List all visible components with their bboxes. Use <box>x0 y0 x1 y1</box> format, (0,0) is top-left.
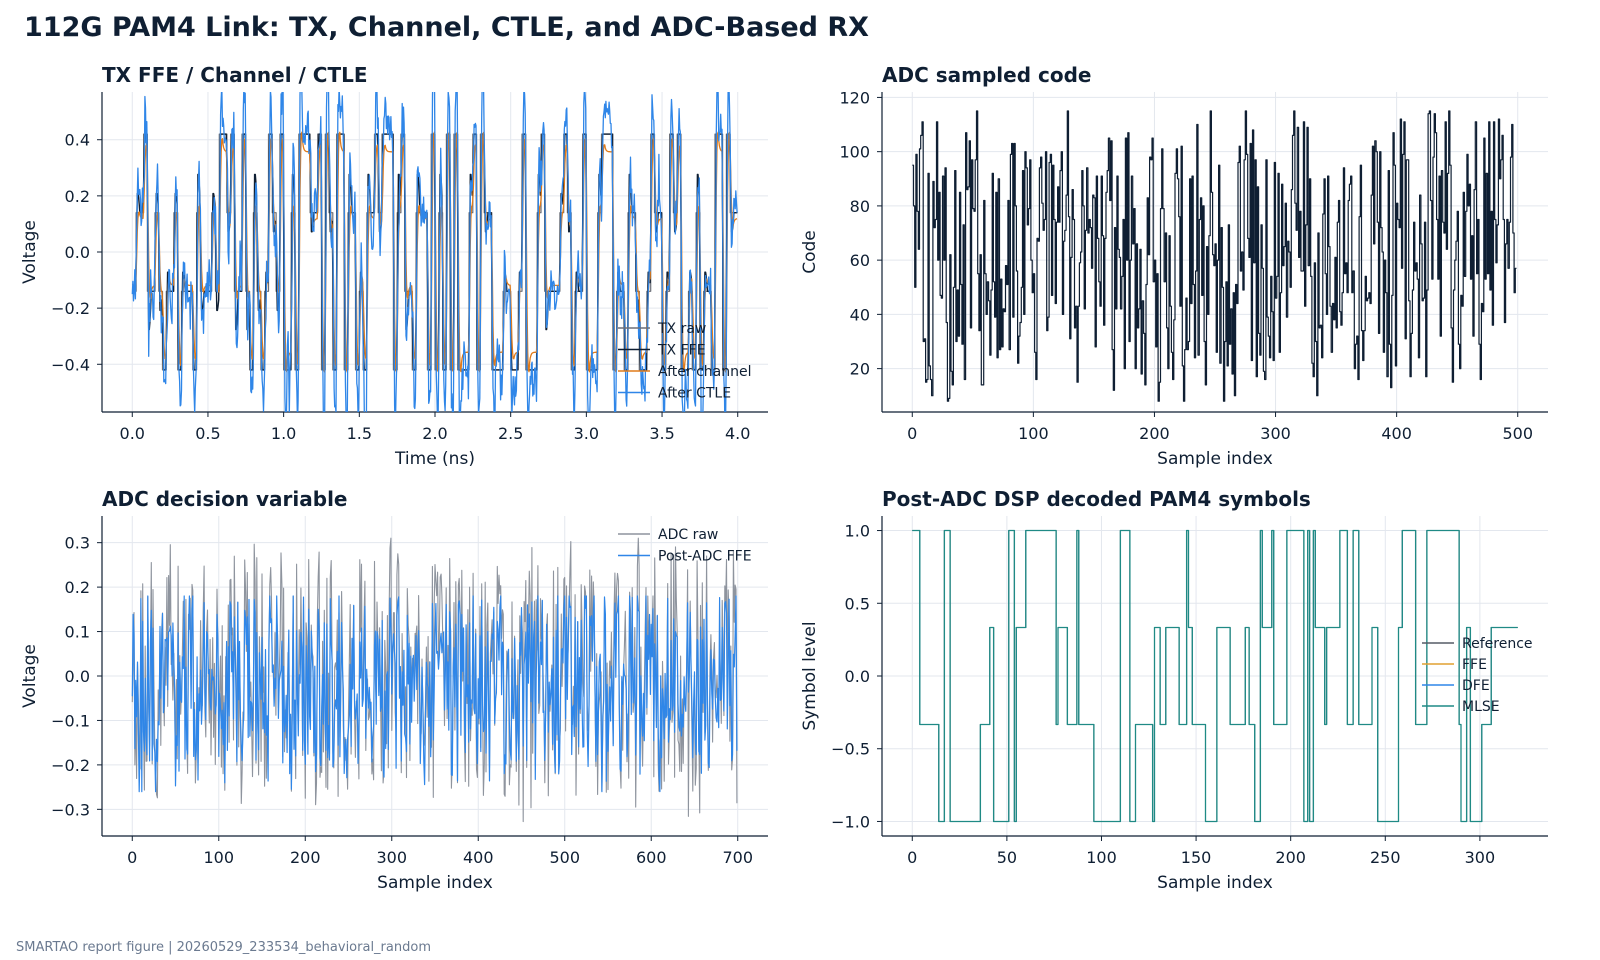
y-tick-label: −0.4 <box>51 355 90 374</box>
x-tick-label: 300 <box>1260 424 1291 443</box>
x-tick-label: 200 <box>1275 848 1306 867</box>
chart-title: ADC sampled code <box>882 63 1091 87</box>
legend-label: MLSE <box>1462 699 1500 715</box>
series-adc-code <box>912 110 1517 402</box>
x-tick-label: 700 <box>722 848 753 867</box>
plot-area <box>912 110 1517 402</box>
x-tick-label: 250 <box>1370 848 1401 867</box>
panel-4: 0 50 100 150 200 250 300 −1.0 −0.5 0.0 0.5 1.0 Post-… <box>800 487 1548 893</box>
legend-label: TX raw <box>657 321 706 337</box>
y-tick-label: 0.3 <box>65 534 90 553</box>
plot-area <box>912 529 1518 823</box>
panel-2: 0 100 200 300 400 500 20 40 60 80 100 120 ADC sample… <box>800 63 1548 469</box>
panel-1: 0.0 0.5 1.0 1.5 2.0 2.5 3.0 3.5 4.0 −0.4 −0.2 0.0 0.… <box>20 63 768 469</box>
y-tick-label: 80 <box>850 197 870 216</box>
x-tick-label: 0 <box>127 848 137 867</box>
x-tick-label: 1.5 <box>347 424 372 443</box>
x-tick-label: 2.0 <box>422 424 447 443</box>
x-tick-label: 0 <box>907 424 917 443</box>
x-tick-label: 400 <box>463 848 494 867</box>
x-tick-label: 3.5 <box>649 424 674 443</box>
legend-label: DFE <box>1462 678 1490 694</box>
plot-area <box>131 92 738 412</box>
plot-area <box>131 537 738 823</box>
y-tick-label: 0.0 <box>65 243 90 262</box>
x-tick-label: 300 <box>1465 848 1496 867</box>
y-tick-label: −1.0 <box>831 812 870 831</box>
x-tick-label: 600 <box>636 848 667 867</box>
y-tick-label: −0.2 <box>51 299 90 318</box>
chart-title: ADC decision variable <box>102 487 348 511</box>
figure-footer: SMARTAO report figure | 20260529_233534_… <box>16 940 431 955</box>
x-tick-label: 500 <box>549 848 580 867</box>
y-tick-label: 40 <box>850 305 870 324</box>
x-tick-label: 50 <box>997 848 1017 867</box>
figure-title: 112G PAM4 Link: TX, Channel, CTLE, and A… <box>24 12 870 43</box>
x-tick-label: 200 <box>1139 424 1170 443</box>
y-tick-label: 0.2 <box>65 578 90 597</box>
x-tick-label: 150 <box>1181 848 1212 867</box>
x-axis-label: Sample index <box>377 873 493 893</box>
y-tick-label: 0.0 <box>845 667 870 686</box>
legend-label: FFE <box>1462 657 1487 673</box>
legend-label: ADC raw <box>658 527 718 543</box>
series-post-adc-ffe <box>131 595 738 793</box>
y-tick-label: −0.5 <box>831 740 870 759</box>
y-tick-label: 60 <box>850 251 870 270</box>
series-mlse <box>912 529 1518 823</box>
y-tick-label: 0.0 <box>65 667 90 686</box>
y-axis-label: Symbol level <box>800 621 820 730</box>
y-tick-label: 100 <box>839 143 870 162</box>
x-tick-label: 2.5 <box>498 424 523 443</box>
x-axis-label: Sample index <box>1157 873 1273 893</box>
x-tick-label: 400 <box>1381 424 1412 443</box>
x-tick-label: 0.0 <box>120 424 145 443</box>
x-axis-label: Time (ns) <box>394 449 475 469</box>
y-axis-label: Voltage <box>20 644 40 708</box>
legend-label: After CTLE <box>658 386 731 402</box>
x-tick-label: 3.0 <box>574 424 599 443</box>
legend-label: Reference <box>1462 636 1533 652</box>
x-tick-label: 100 <box>1018 424 1049 443</box>
y-tick-label: −0.1 <box>51 711 90 730</box>
y-tick-label: 0.4 <box>65 131 90 150</box>
x-tick-label: 0 <box>907 848 917 867</box>
legend-label: TX FFE <box>657 343 706 359</box>
panel-3: 0 100 200 300 400 500 600 700 −0.3 −0.2 −0.1 0.0 0.1… <box>20 487 768 893</box>
x-tick-label: 100 <box>203 848 234 867</box>
y-tick-label: −0.3 <box>51 800 90 819</box>
x-tick-label: 1.0 <box>271 424 296 443</box>
series-after-ctle <box>131 92 738 412</box>
x-tick-label: 4.0 <box>725 424 750 443</box>
legend-label: Post-ADC FFE <box>658 549 752 565</box>
y-tick-label: 1.0 <box>845 522 870 541</box>
y-tick-label: −0.2 <box>51 756 90 775</box>
x-tick-label: 0.5 <box>195 424 220 443</box>
x-tick-label: 100 <box>1086 848 1117 867</box>
y-axis-label: Code <box>800 230 820 274</box>
y-tick-label: 0.5 <box>845 594 870 613</box>
y-tick-label: 20 <box>850 360 870 379</box>
chart-title: TX FFE / Channel / CTLE <box>102 63 368 87</box>
y-axis-label: Voltage <box>20 220 40 284</box>
x-tick-label: 200 <box>290 848 321 867</box>
y-tick-label: 0.2 <box>65 187 90 206</box>
x-tick-label: 500 <box>1502 424 1533 443</box>
x-tick-label: 300 <box>376 848 407 867</box>
y-tick-label: 0.1 <box>65 623 90 642</box>
x-axis-label: Sample index <box>1157 449 1273 469</box>
y-tick-label: 120 <box>839 88 870 107</box>
chart-title: Post-ADC DSP decoded PAM4 symbols <box>882 487 1311 511</box>
legend-label: After channel <box>658 364 751 380</box>
